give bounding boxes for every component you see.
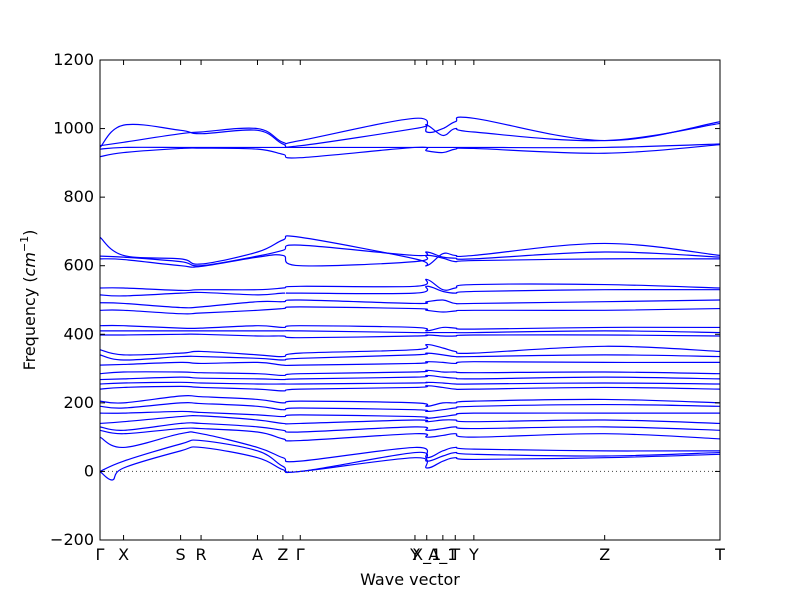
series-band-18 — [100, 369, 720, 377]
x-tick-label-11: Y — [468, 545, 479, 564]
series-band-19 — [100, 374, 720, 381]
y-tick-label-2: 200 — [63, 393, 94, 412]
x-tick-label-6: Γ — [296, 545, 305, 564]
y-axis-label: Frequency (cm−1) — [18, 230, 39, 371]
y-tick-label-6: 1000 — [53, 119, 94, 138]
series-band-17 — [100, 361, 720, 367]
x-tick-label-8: X_1 — [412, 545, 441, 565]
series-band-21 — [100, 385, 720, 392]
x-tick-label-12: Z — [599, 545, 610, 564]
x-tick-label-4: A — [252, 545, 263, 564]
y-tick-label-7: 1200 — [53, 50, 94, 69]
y-axis-label-unit: cm — [20, 252, 39, 276]
x-tick-label-9: A_1 — [428, 545, 457, 565]
series-band-13 — [100, 330, 720, 334]
series-band-8 — [100, 278, 720, 292]
series-band-16 — [100, 352, 720, 361]
series-band-5 — [100, 235, 720, 267]
x-tick-label-10: T — [449, 545, 460, 564]
series-band-2 — [100, 122, 720, 148]
y-tick-label-0: −200 — [50, 530, 94, 549]
series-band-14 — [100, 333, 720, 339]
x-tick-label-0: Γ — [96, 545, 105, 564]
series-band-12 — [100, 324, 720, 332]
y-tick-label-1: 0 — [84, 461, 94, 480]
y-ticks: −200 0 200 400 600 800 1000 1200 — [50, 50, 720, 549]
y-axis-label-exp: −1 — [18, 236, 31, 252]
series-band-4 — [100, 144, 720, 159]
series-band-11 — [100, 306, 720, 315]
x-tick-label-2: S — [176, 545, 186, 564]
x-ticks: Γ X S R A Z Γ YX_1A_1T Y Z T — [96, 60, 725, 565]
series-band-26 — [100, 422, 720, 433]
series-band-1 — [100, 116, 720, 147]
series-band-10 — [100, 299, 720, 309]
plot-frame — [99, 59, 721, 541]
series-band-3 — [100, 143, 720, 150]
series-band-28 — [100, 431, 720, 463]
x-axis-label: Wave vector — [360, 570, 460, 589]
x-tick-label-5: Z — [277, 545, 288, 564]
series-band-27 — [100, 427, 720, 442]
series-band-20 — [100, 381, 720, 385]
series-band-25 — [100, 414, 720, 425]
series-layer — [100, 116, 720, 481]
series-band-30 — [100, 446, 720, 481]
y-axis-label-text: Frequency ( — [20, 276, 39, 370]
y-tick-label-4: 600 — [63, 256, 94, 275]
x-tick-label-1: X — [118, 545, 129, 564]
y-tick-label-3: 400 — [63, 324, 94, 343]
series-band-23 — [100, 401, 720, 413]
series-band-7 — [100, 254, 720, 268]
series-band-22 — [100, 394, 720, 407]
y-axis-label-close: ) — [20, 230, 39, 236]
x-tick-label-7: Y — [409, 545, 420, 564]
series-band-24 — [100, 410, 720, 419]
series-band-29 — [100, 439, 720, 473]
y-tick-label-5: 800 — [63, 187, 94, 206]
series-band-6 — [100, 244, 720, 267]
series-band-15 — [100, 343, 720, 358]
x-tick-label-13: T — [714, 545, 725, 564]
x-tick-label-3: R — [195, 545, 206, 564]
series-band-9 — [100, 285, 720, 297]
